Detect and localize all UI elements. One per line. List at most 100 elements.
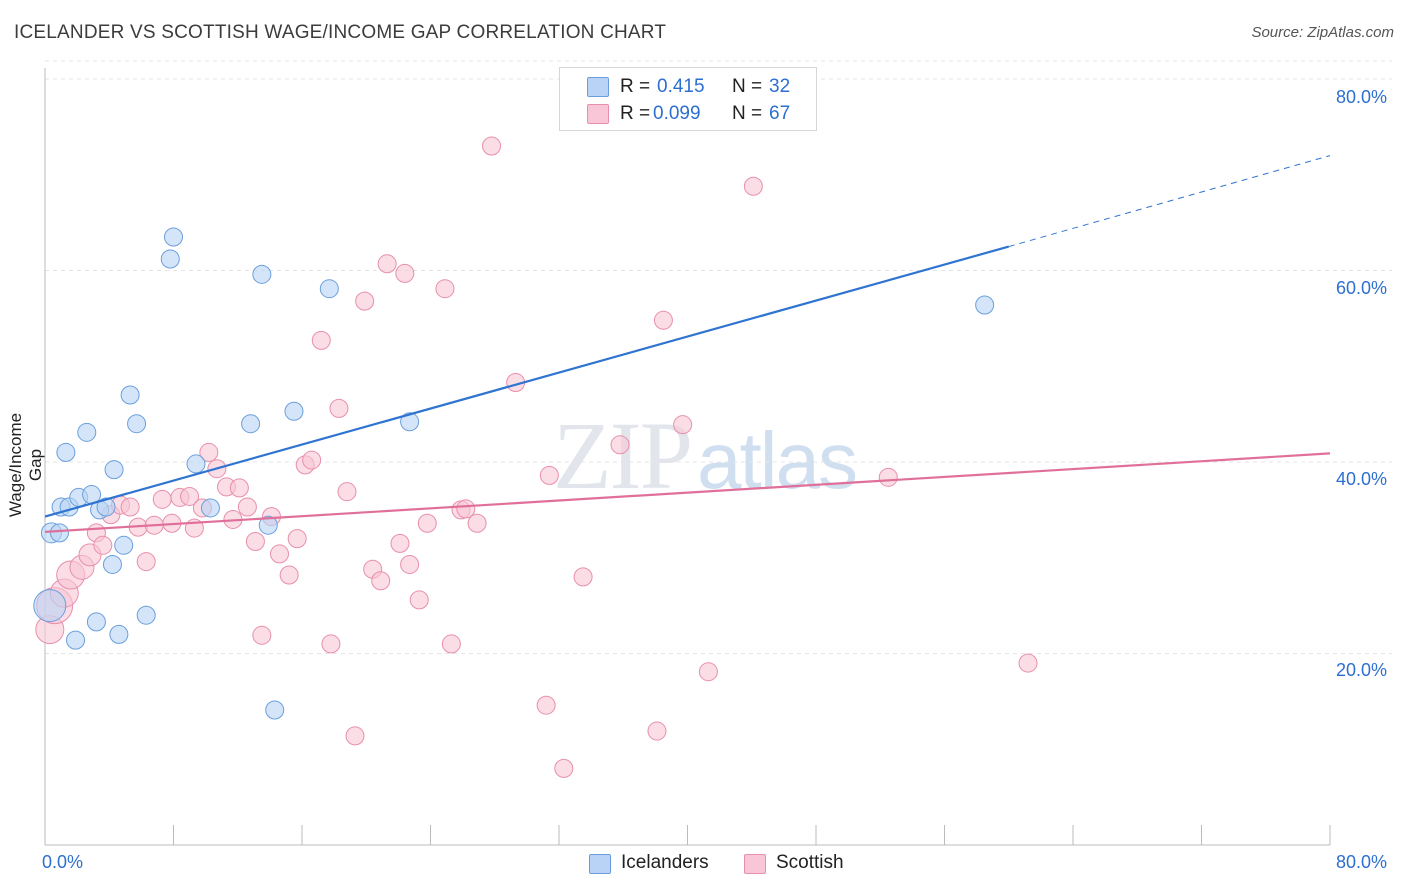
legend-label: Scottish xyxy=(776,852,844,873)
legend-row-scottish: R = 0.099 N = 67 xyxy=(560,101,816,127)
scottish-point xyxy=(329,398,349,418)
scottish-point xyxy=(743,176,763,196)
r-value: 0.415 xyxy=(657,76,705,97)
scottish-point xyxy=(417,513,437,533)
scottish-point xyxy=(93,535,113,555)
n-label: N = xyxy=(732,103,763,124)
icelanders-point xyxy=(96,497,116,517)
icelanders-point xyxy=(86,612,106,632)
scottish-point xyxy=(180,486,200,506)
scottish-point xyxy=(252,625,272,645)
icelanders-trend-extension xyxy=(1008,155,1331,248)
scottish-point xyxy=(573,567,593,587)
icelanders-point xyxy=(241,414,261,434)
scottish-point xyxy=(270,544,290,564)
scottish-point xyxy=(395,263,415,283)
r-label: R = xyxy=(620,103,651,124)
icelanders-point xyxy=(160,249,180,269)
n-label: N = xyxy=(732,76,763,97)
stats-legend: R = 0.415 N = 32 R = 0.099 N = 67 xyxy=(559,67,817,131)
x-tick-max: 80.0% xyxy=(1336,852,1388,872)
scottish-swatch xyxy=(744,854,766,874)
scottish-point xyxy=(610,435,630,455)
scottish-point xyxy=(321,634,341,654)
scottish-point xyxy=(302,450,322,470)
r-label: R = xyxy=(620,76,651,97)
scottish-point xyxy=(467,513,487,533)
r-value: 0.099 xyxy=(653,103,701,124)
scottish-point xyxy=(409,590,429,610)
icelanders-point xyxy=(77,422,97,442)
n-value: 67 xyxy=(769,103,791,124)
scottish-point xyxy=(237,497,257,517)
scottish-point xyxy=(647,721,667,741)
icelanders-point xyxy=(265,700,285,720)
legend-row-icelanders: R = 0.415 N = 32 xyxy=(560,74,816,100)
scottish-point xyxy=(456,499,476,519)
source-label: Source: ZipAtlas.com xyxy=(1251,24,1394,41)
y-tick-60: 60.0% xyxy=(1336,278,1388,298)
scottish-point xyxy=(698,662,718,682)
scottish-point xyxy=(482,136,502,156)
scottish-point xyxy=(337,482,357,502)
icelanders-point xyxy=(102,554,122,574)
scottish-point xyxy=(199,442,219,462)
scottish-point xyxy=(245,531,265,551)
icelanders-swatch xyxy=(587,77,609,97)
y-tick-40: 40.0% xyxy=(1336,469,1388,489)
icelanders-point xyxy=(252,264,272,284)
scottish-point xyxy=(120,497,140,517)
icelanders-point xyxy=(284,401,304,421)
scottish-point xyxy=(673,415,693,435)
icelanders-point xyxy=(33,589,67,623)
scottish-point xyxy=(345,726,365,746)
scottish-point xyxy=(554,758,574,778)
scottish-point xyxy=(653,310,673,330)
scottish-point xyxy=(1018,653,1038,673)
scottish-point xyxy=(878,467,898,487)
scottish-point xyxy=(390,533,410,553)
scottish-point xyxy=(136,552,156,572)
scottish-point xyxy=(377,254,397,274)
icelanders-point xyxy=(56,442,76,462)
icelanders-point xyxy=(400,412,420,432)
scottish-point xyxy=(311,330,331,350)
scottish-swatch xyxy=(587,104,609,124)
scottish-point xyxy=(287,529,307,549)
scottish-point xyxy=(152,489,172,509)
y-axis-label: Wage/Income Gap xyxy=(6,412,45,518)
icelanders-point xyxy=(975,295,995,315)
n-value: 32 xyxy=(769,76,791,97)
scottish-point xyxy=(279,565,299,585)
scottish-point xyxy=(441,634,461,654)
scottish-point xyxy=(229,478,249,498)
scottish-point xyxy=(536,695,556,715)
icelanders-point xyxy=(127,414,147,434)
icelanders-point xyxy=(319,279,339,299)
legend-label: Icelanders xyxy=(621,852,709,873)
icelanders-point xyxy=(66,630,86,650)
icelanders-point xyxy=(136,605,156,625)
scottish-point xyxy=(435,279,455,299)
icelanders-point xyxy=(104,460,124,480)
scottish-point xyxy=(355,291,375,311)
icelanders-point xyxy=(49,523,69,543)
icelanders-point xyxy=(164,227,183,247)
x-tick-min: 0.0% xyxy=(42,852,84,872)
icelanders-point xyxy=(120,385,140,405)
icelanders-trend-line xyxy=(44,245,1010,518)
scottish-point xyxy=(400,554,420,574)
scottish-trend-line xyxy=(44,452,1331,533)
icelanders-point xyxy=(258,515,278,535)
y-tick-20: 20.0% xyxy=(1336,660,1388,680)
icelanders-point xyxy=(200,498,220,518)
icelanders-point xyxy=(109,624,129,644)
zipatlas-watermark: ZIPatlas xyxy=(553,402,858,509)
scottish-point xyxy=(371,571,391,591)
y-tick-80: 80.0% xyxy=(1336,87,1388,107)
icelanders-point xyxy=(114,535,134,555)
scottish-point xyxy=(539,465,559,485)
icelanders-swatch xyxy=(589,854,611,874)
chart-title: ICELANDER VS SCOTTISH WAGE/INCOME GAP CO… xyxy=(14,22,667,43)
